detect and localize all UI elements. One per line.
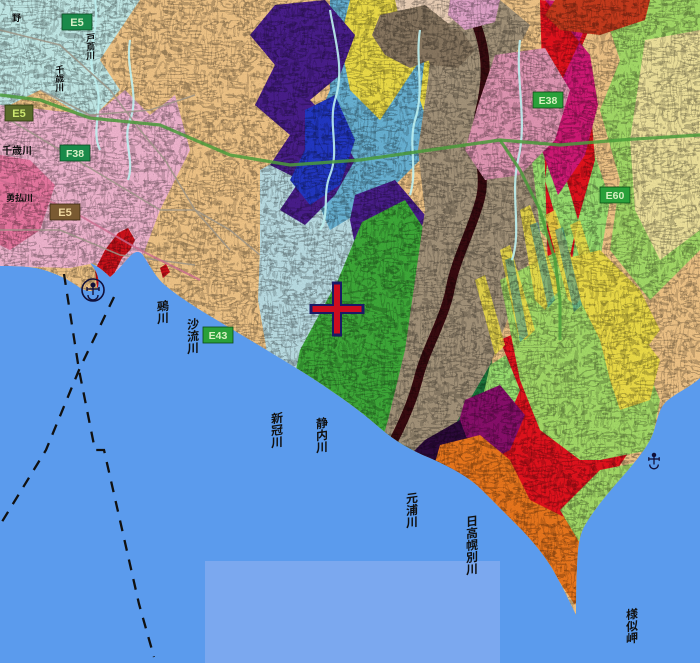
svg-text:E38: E38: [539, 95, 558, 107]
svg-text:F38: F38: [66, 148, 84, 160]
svg-text:E5: E5: [58, 207, 71, 219]
svg-text:E43: E43: [209, 330, 228, 342]
svg-text:E5: E5: [70, 17, 83, 29]
svg-text:E5: E5: [12, 108, 25, 120]
svg-text:E60: E60: [606, 190, 625, 202]
